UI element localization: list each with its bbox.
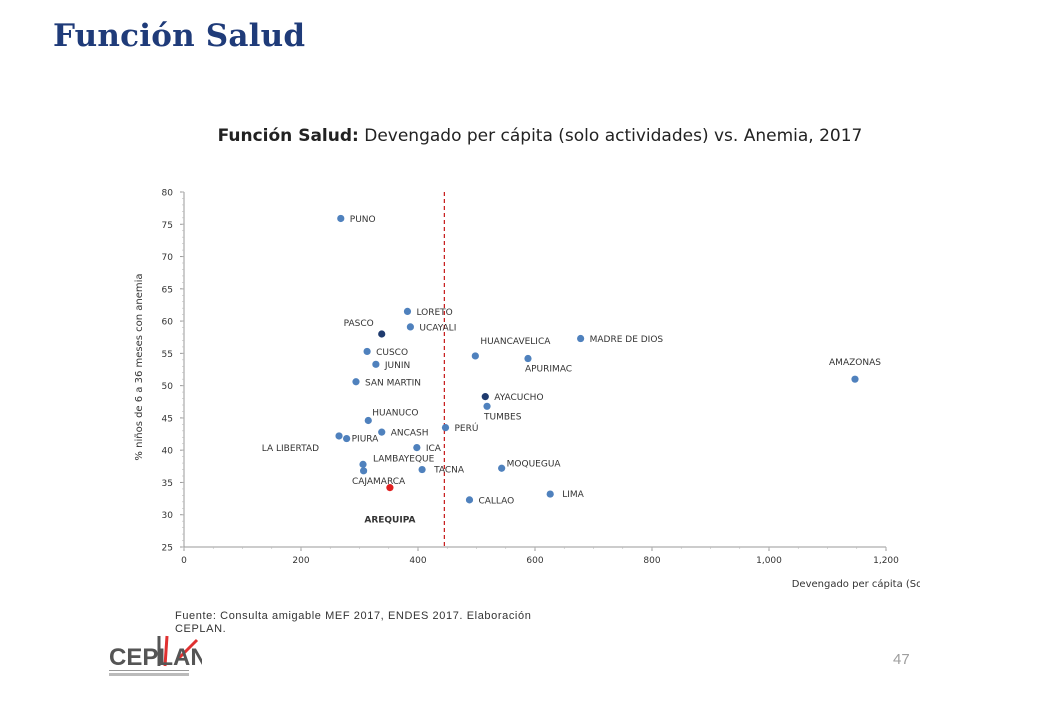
chart-title-bold: Función Salud: bbox=[217, 126, 359, 146]
y-tick-label: 45 bbox=[162, 414, 173, 424]
point-label: AREQUIPA bbox=[364, 516, 415, 526]
point-label: AYACUCHO bbox=[494, 393, 543, 403]
x-tick-label: 200 bbox=[292, 556, 309, 566]
data-point bbox=[851, 375, 859, 383]
page-title: Función Salud bbox=[53, 18, 306, 54]
point-label: CAJAMARCA bbox=[352, 477, 406, 487]
data-point bbox=[413, 444, 421, 452]
ceplan-logo-icon: CEPLAN bbox=[109, 635, 208, 676]
data-point bbox=[378, 330, 386, 338]
point-label: PUNO bbox=[350, 215, 376, 225]
x-tick-label: 0 bbox=[181, 556, 187, 566]
point-label: ANCASH bbox=[391, 429, 429, 439]
x-tick-label: 600 bbox=[526, 556, 543, 566]
point-label: LORETO bbox=[416, 308, 452, 318]
data-point bbox=[378, 428, 386, 436]
data-point bbox=[363, 347, 371, 356]
data-point bbox=[498, 464, 506, 472]
point-label: PIURA bbox=[352, 435, 380, 445]
data-point bbox=[524, 354, 532, 363]
point-label: SAN MARTIN bbox=[365, 378, 421, 388]
point-label: JUNIN bbox=[384, 361, 410, 371]
x-tick-label: 400 bbox=[409, 556, 426, 566]
y-tick-label: 80 bbox=[162, 189, 174, 199]
point-label: PERÚ bbox=[454, 422, 478, 434]
point-label: TUMBES bbox=[483, 412, 522, 422]
point-label: APURIMAC bbox=[525, 365, 572, 375]
x-tick-label: 1,200 bbox=[873, 556, 899, 566]
data-point bbox=[577, 334, 585, 343]
point-label: MADRE DE DIOS bbox=[590, 335, 664, 345]
ceplan-logo: CEPLAN bbox=[107, 632, 208, 685]
data-point bbox=[406, 323, 414, 331]
point-label: CALLAO bbox=[478, 496, 514, 506]
point-labels: PUNO LORETO UCAYALI PASCO MADRE DE DIOS CUSCO… bbox=[262, 215, 881, 526]
x-axis-label: Devengado per cápita (Soles) bbox=[792, 578, 920, 590]
point-label: UCAYALI bbox=[419, 323, 456, 333]
point-label: PASCO bbox=[344, 319, 374, 329]
source-note: Fuente: Consulta amigable MEF 2017, ENDE… bbox=[175, 610, 532, 635]
data-point bbox=[337, 214, 345, 223]
data-point bbox=[483, 402, 491, 410]
y-tick-label: 75 bbox=[162, 221, 173, 231]
y-tick-label: 60 bbox=[162, 318, 174, 328]
data-point bbox=[364, 416, 372, 425]
data-point bbox=[546, 490, 554, 498]
y-tick-label: 30 bbox=[162, 511, 174, 521]
data-point bbox=[359, 467, 368, 475]
data-point bbox=[359, 460, 367, 468]
page-number: 47 bbox=[893, 651, 910, 668]
y-tick-label: 50 bbox=[162, 382, 174, 392]
chart-title: Función Salud: Devengado per cápita (sol… bbox=[180, 122, 900, 150]
data-point bbox=[418, 465, 426, 474]
x-tick-label: 1,000 bbox=[756, 556, 782, 566]
point-label: LIMA bbox=[562, 490, 584, 500]
y-tick-label: 35 bbox=[162, 479, 173, 489]
point-label: AMAZONAS bbox=[829, 358, 881, 368]
data-point bbox=[386, 484, 394, 492]
point-label: ICA bbox=[426, 444, 442, 454]
data-point bbox=[441, 423, 450, 432]
data-point bbox=[403, 307, 412, 316]
data-points bbox=[335, 214, 859, 504]
data-point bbox=[481, 393, 489, 401]
data-point bbox=[335, 432, 343, 440]
point-label: HUANCAVELICA bbox=[480, 337, 551, 347]
point-label: TACNA bbox=[433, 466, 465, 476]
point-label: HUANUCO bbox=[372, 408, 418, 418]
data-point bbox=[352, 378, 360, 386]
y-tick-label: 25 bbox=[162, 544, 173, 554]
y-tick-label: 65 bbox=[162, 285, 173, 295]
point-label: MOQUEGUA bbox=[507, 459, 562, 469]
data-point bbox=[465, 496, 474, 504]
data-point bbox=[372, 360, 380, 368]
x-tick-label: 800 bbox=[643, 556, 660, 566]
y-tick-label: 70 bbox=[162, 253, 174, 263]
data-point bbox=[343, 434, 351, 443]
svg-text:CEPLAN: CEPLAN bbox=[109, 644, 202, 671]
data-point bbox=[471, 352, 479, 360]
point-label: LA LIBERTAD bbox=[262, 444, 319, 454]
point-label: CUSCO bbox=[376, 348, 408, 358]
y-axis-label: % niños de 6 a 36 meses con anemia bbox=[134, 273, 145, 460]
chart-title-rest: Devengado per cápita (solo actividades) … bbox=[364, 126, 863, 146]
point-label: LAMBAYEQUE bbox=[373, 454, 435, 464]
y-tick-label: 55 bbox=[162, 350, 173, 360]
y-tick-label: 40 bbox=[162, 447, 174, 457]
